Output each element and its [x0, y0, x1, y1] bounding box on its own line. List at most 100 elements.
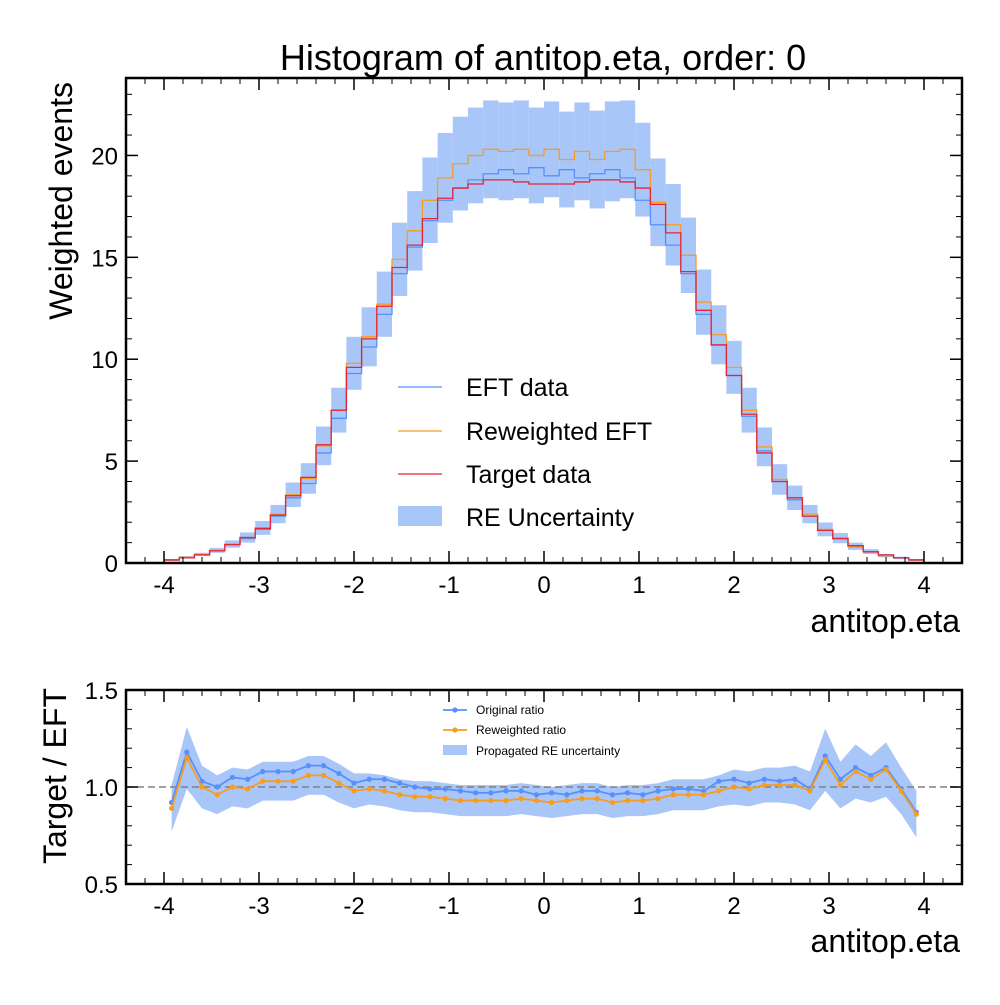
reweighted-ratio-point [199, 784, 205, 790]
legend-swatch-propagated-uncertainty [443, 745, 467, 755]
reweighted-ratio-point [640, 797, 646, 804]
original-ratio-point [640, 792, 646, 798]
bottom-axes-frame [124, 688, 964, 886]
reweighted-ratio-point [503, 797, 509, 804]
reweighted-ratio-point [169, 805, 175, 811]
reweighted-ratio-point [427, 794, 433, 800]
reweighted-ratio-point [883, 766, 889, 773]
original-ratio-point [761, 776, 768, 782]
reweighted-ratio-point [549, 799, 555, 806]
original-ratio-point [442, 786, 448, 792]
reweighted-ratio-point [412, 794, 418, 800]
reweighted-ratio-point [184, 755, 190, 761]
reweighted-ratio-point [853, 768, 859, 775]
original-ratio-point [716, 778, 722, 784]
reweighted-ratio-point [761, 782, 768, 788]
top-y-axis-label: Weighted events [43, 82, 79, 320]
reweighted-ratio-point [670, 792, 676, 798]
original-ratio-point [777, 778, 783, 784]
top-x-axis-label: antitop.eta [811, 603, 961, 639]
top-axes-frame [124, 76, 964, 565]
x-tick-label: 1 [632, 893, 645, 920]
reweighted-ratio-point [275, 778, 281, 784]
reweighted-ratio-point [366, 786, 372, 792]
original-ratio-point [457, 788, 463, 794]
reweighted-ratio-point [336, 780, 342, 786]
original-ratio-point [488, 790, 494, 796]
original-ratio-point [822, 753, 828, 759]
reweighted-ratio-point [397, 792, 403, 798]
reweighted-ratio-point [533, 797, 540, 804]
original-ratio-point [837, 776, 844, 782]
y-tick-label: 15 [91, 245, 118, 272]
x-tick-label: 2 [727, 572, 740, 599]
original-ratio-point [868, 772, 874, 778]
reweighted-ratio-point [290, 778, 296, 784]
x-tick-label: -3 [248, 893, 269, 920]
original-ratio-point [336, 770, 342, 777]
legend-label-target: Target data [466, 461, 591, 489]
y-tick-label: 1.5 [85, 678, 118, 705]
x-tick-label: 2 [727, 893, 740, 920]
legend-label-propagated-uncertainty: Propagated RE uncertainty [476, 744, 620, 758]
legend-label-original-ratio: Original ratio [476, 703, 544, 717]
eft-data-step-line [164, 167, 924, 561]
reweighted-ratio-point [609, 799, 616, 806]
original-ratio-point [229, 774, 235, 780]
x-tick-label: -4 [153, 893, 174, 920]
reweighted-ratio-point [731, 784, 737, 790]
reweighted-ratio-point [321, 772, 327, 778]
reweighted-ratio-point [457, 797, 463, 804]
x-tick-label: 3 [822, 893, 835, 920]
reweighted-ratio-point [777, 782, 783, 788]
x-tick-label: 1 [632, 572, 645, 599]
x-tick-label: 3 [822, 572, 835, 599]
original-ratio-point [275, 768, 281, 775]
x-tick-label: -3 [248, 572, 269, 599]
reweighted-ratio-point [518, 796, 524, 802]
y-tick-label: 1.0 [85, 775, 118, 802]
bottom-axis-ticks: -4 -3 -2 -1 0 1 2 3 4 0.5 1.0 1.5 [85, 678, 963, 920]
reweighted-ratio-point [792, 782, 798, 788]
reweighted-ratio-point [625, 797, 631, 804]
y-tick-label: 0 [105, 551, 118, 578]
legend-label-eft: EFT data [466, 374, 568, 402]
top-legend: EFT data Reweighted EFT Target data RE U… [398, 374, 652, 532]
legend-label-uncertainty: RE Uncertainty [466, 504, 635, 532]
original-ratio-point [397, 780, 403, 786]
x-tick-label: 0 [537, 893, 550, 920]
reweighted-ratio-point [305, 772, 311, 778]
reweighted-ratio-point [579, 796, 585, 802]
x-tick-label: 4 [917, 893, 930, 920]
original-ratio-point [412, 784, 418, 790]
reweighted-ratio-point [473, 797, 479, 804]
original-ratio-point [366, 776, 372, 782]
x-tick-label: 4 [917, 572, 930, 599]
original-ratio-point [685, 786, 692, 792]
top-axis-ticks: -4 -3 -2 -1 0 1 2 3 4 0 5 10 15 20 [91, 78, 963, 599]
x-tick-label: -2 [343, 572, 364, 599]
original-ratio-point [245, 776, 251, 782]
original-ratio-point [655, 788, 661, 794]
y-tick-label: 5 [105, 449, 118, 476]
legend-marker-reweighted-ratio [452, 727, 458, 733]
chart-title: Histogram of antitop.eta, order: 0 [280, 37, 806, 78]
original-ratio-point [427, 786, 433, 792]
original-ratio-point [290, 768, 296, 775]
reweighted-ratio-point [229, 784, 235, 790]
original-ratio-point [731, 776, 737, 782]
original-ratio-point [792, 776, 798, 782]
reweighted-ratio-point [913, 811, 920, 817]
original-ratio-point [746, 780, 752, 786]
original-ratio-point [564, 792, 570, 798]
reweighted-ratio-point [716, 788, 722, 794]
x-tick-label: -4 [153, 572, 174, 599]
histogram-series-group [164, 148, 924, 561]
original-ratio-point [381, 776, 387, 782]
legend-label-reweighted-ratio: Reweighted ratio [476, 723, 566, 737]
ratio-series-group [169, 749, 920, 817]
reweighted-ratio-point [488, 797, 494, 804]
bottom-y-axis-label: Target / EFT [37, 688, 73, 864]
reweighted-ratio-point [898, 788, 904, 794]
